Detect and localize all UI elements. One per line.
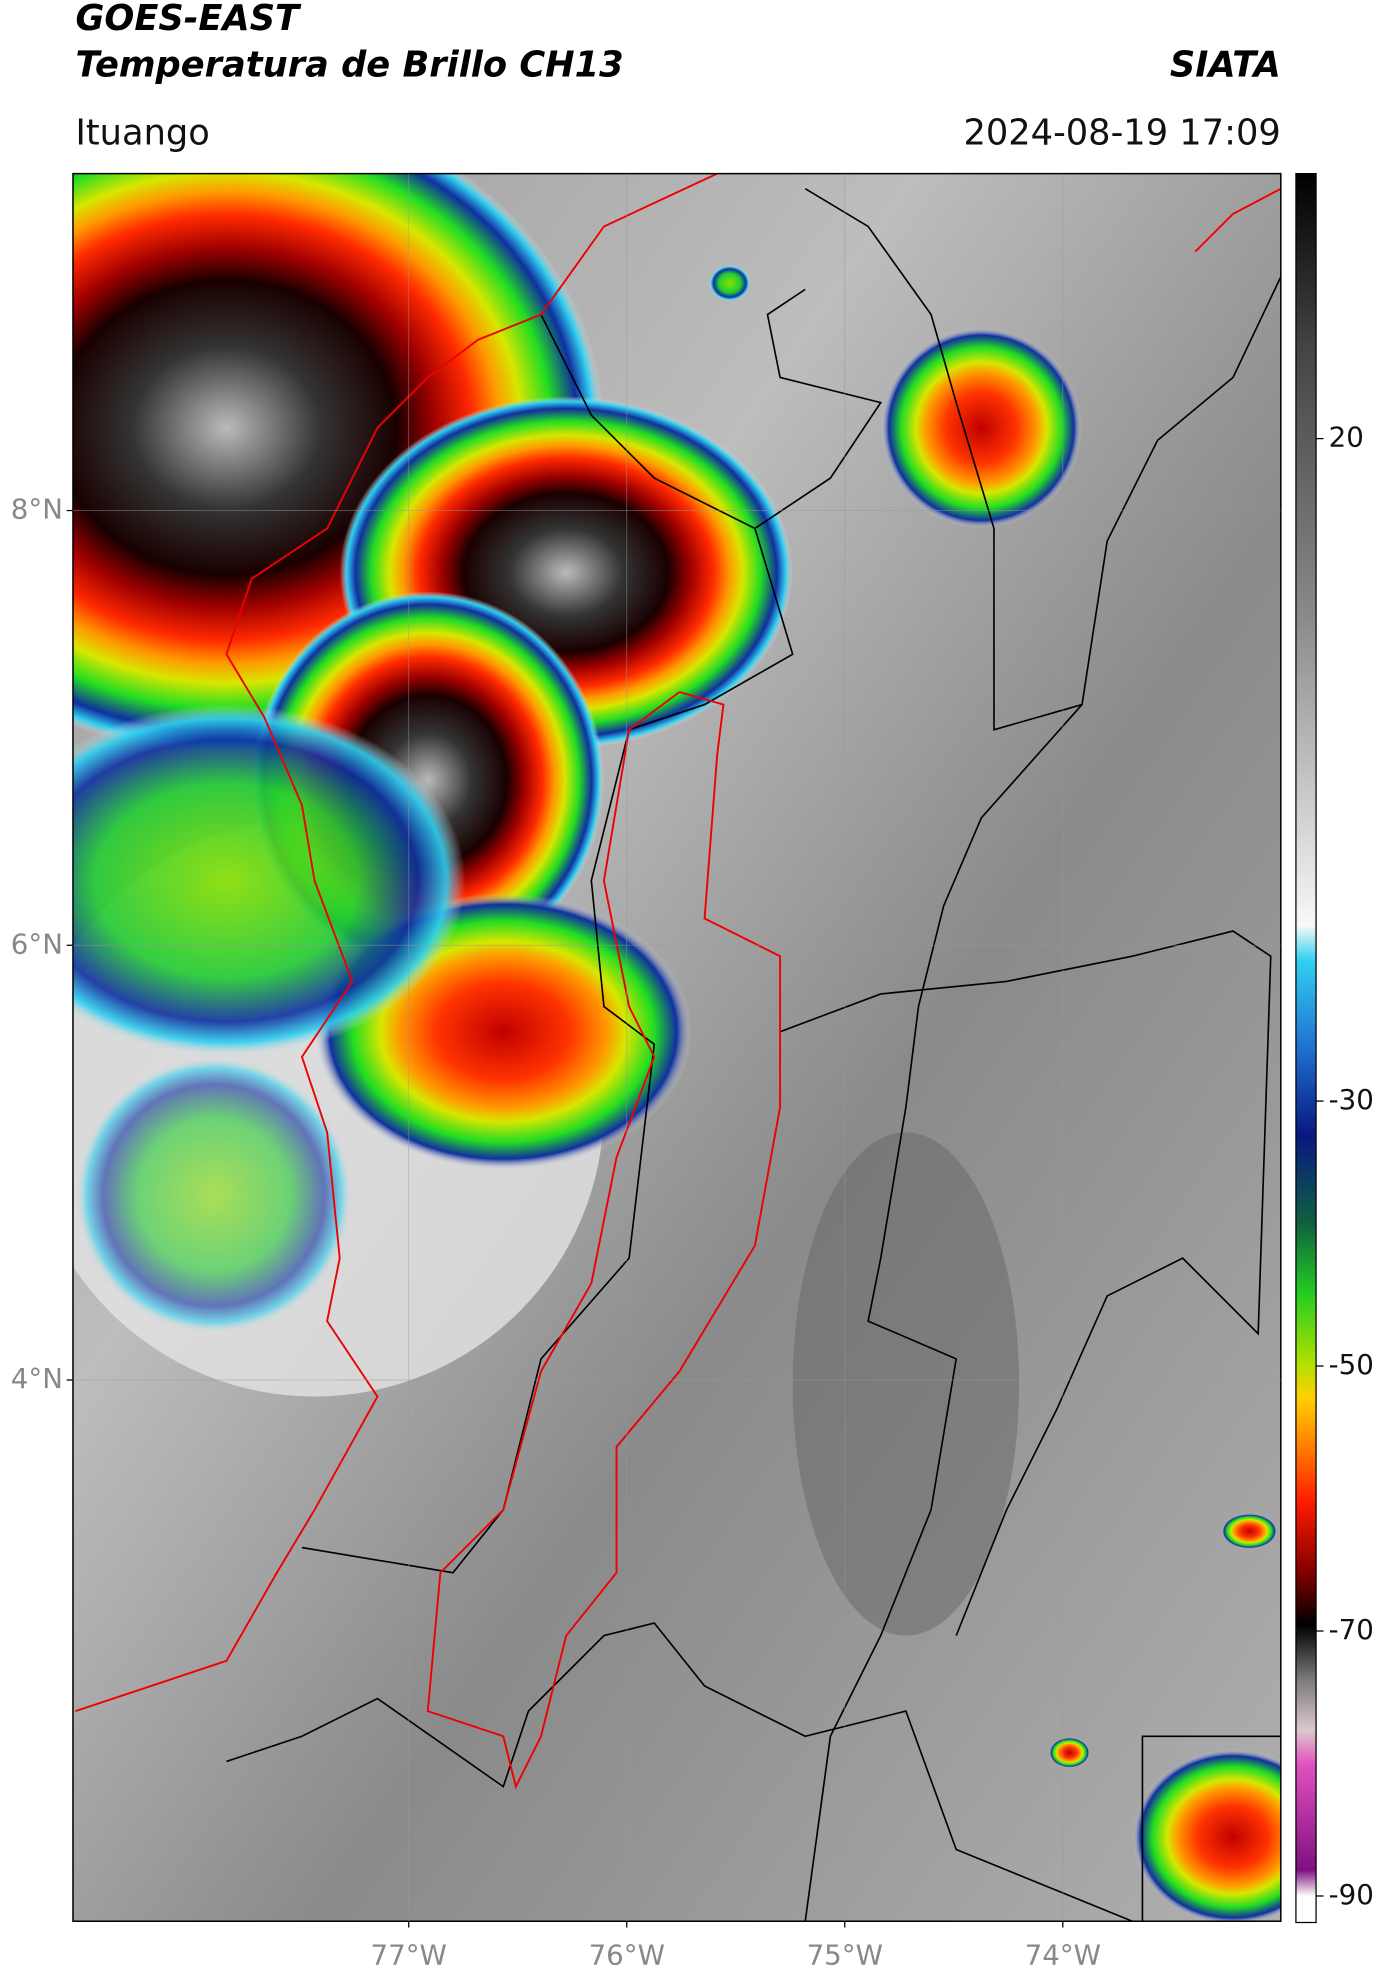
x-tick-label: 76°W (589, 1938, 665, 1971)
colorbar-tick-label: -70 (1329, 1613, 1374, 1646)
colorbar-tick-label: -90 (1329, 1878, 1374, 1911)
colorbar-tick-label: -50 (1329, 1348, 1374, 1381)
subtitle: Temperatura de Brillo CH13 (75, 45, 623, 86)
y-tick-label: 6°N (11, 927, 63, 960)
x-tick-label: 77°W (371, 1938, 447, 1971)
y-tick-label: 4°N (11, 1362, 63, 1395)
y-tick-label: 8°N (11, 493, 63, 526)
colorbar-tick-label: 20 (1329, 421, 1364, 454)
x-tick-label: 75°W (807, 1938, 883, 1971)
location: Ituango (75, 113, 209, 154)
colorbar (1295, 172, 1317, 1924)
x-tick-label: 74°W (1025, 1938, 1101, 1971)
datetime: 2024-08-19 17:09 (963, 113, 1280, 154)
source: SIATA (1170, 45, 1281, 86)
colorbar-tick-label: -30 (1329, 1083, 1374, 1116)
satellite-image (72, 173, 1281, 1922)
map-frame (72, 172, 1282, 1922)
title: GOES-EAST (75, 0, 302, 39)
